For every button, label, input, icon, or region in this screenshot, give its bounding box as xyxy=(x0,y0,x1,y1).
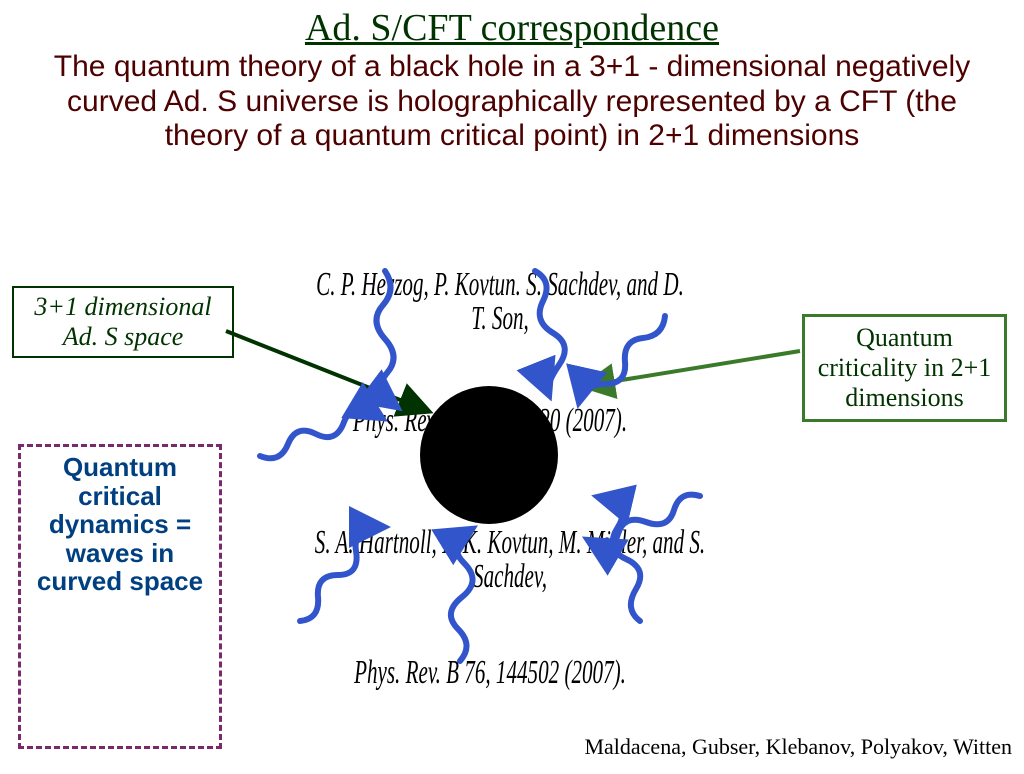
citation-2-ref: Phys. Rev. B 76, 144502 (2007). xyxy=(323,656,658,690)
quantum-dynamics-box: Quantum critical dynamics = waves in cur… xyxy=(18,444,222,749)
quantum-criticality-box: Quantum criticality in 2+1 dimensions xyxy=(802,314,1007,422)
citation-1-authors: C. P. Herzog, P. Kovtun. S. Sachdev, and… xyxy=(308,268,692,336)
intro-paragraph: The quantum theory of a black hole in a … xyxy=(50,50,974,154)
ads-space-box: 3+1 dimensional Ad. S space xyxy=(12,286,234,358)
arrow-qc-to-bh xyxy=(585,351,800,386)
page-title: Ad. S/CFT correspondence xyxy=(0,6,1024,50)
arrow-ads-to-bh xyxy=(226,331,428,411)
credits-line: Maldacena, Gubser, Klebanov, Polyakov, W… xyxy=(584,734,1012,760)
citation-2-authors: S. A. Hartnoll, P. K. Kovtun, M. Müller,… xyxy=(299,526,721,594)
black-hole-icon xyxy=(420,386,558,524)
